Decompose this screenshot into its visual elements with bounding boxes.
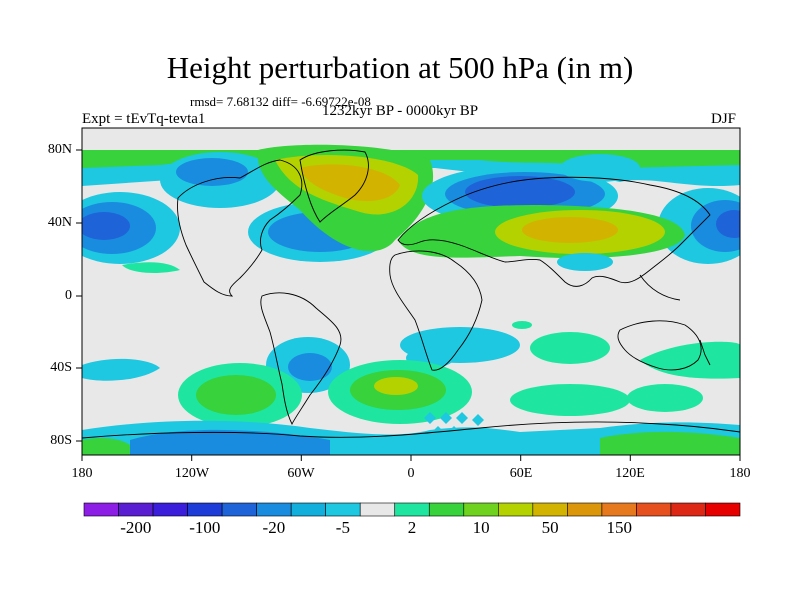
map-title: Height perturbation at 500 hPa (in m) <box>166 50 634 85</box>
period-label: 1232kyr BP - 0000kyr BP <box>322 103 479 119</box>
colorbar <box>83 502 741 517</box>
x-tick-label: 60E <box>509 466 533 481</box>
india-cyan <box>557 253 613 271</box>
y-tick-label: 0 <box>65 288 72 303</box>
eurasia-low-core <box>465 176 575 208</box>
colorbar-label: -5 <box>335 518 350 537</box>
pacific-green-patch <box>122 262 180 273</box>
x-tick-label: 180 <box>729 466 751 481</box>
x-tick-label: 120E <box>615 466 645 481</box>
south-indian-green <box>530 332 610 364</box>
y-tick-label: 80N <box>47 142 72 157</box>
colorbar-swatch <box>428 502 465 517</box>
colorbar-swatch <box>221 502 257 517</box>
colorbar-label: 150 <box>606 518 632 537</box>
greenland-high-core <box>300 164 400 202</box>
colorbar-swatch <box>187 502 223 517</box>
x-tick-label: 0 <box>407 466 415 481</box>
colorbar-swatch <box>670 502 706 517</box>
pacific-low-core <box>82 212 130 240</box>
colorbar-label: 10 <box>472 518 490 537</box>
south-atlantic-high-core <box>374 377 418 395</box>
south-indian-high <box>510 384 630 416</box>
y-tick-label: 80S <box>50 433 72 448</box>
africa-coast <box>389 250 483 371</box>
colorbar-swatch <box>463 502 499 517</box>
axis-ticks <box>76 149 741 461</box>
x-tick-label: 180 <box>71 466 93 481</box>
south-atlantic-blue <box>288 353 332 381</box>
colorbar-swatch <box>636 502 672 517</box>
colorbar-label: 50 <box>541 518 559 537</box>
colorbar-swatch <box>394 502 430 517</box>
new-zealand-coast <box>699 339 711 366</box>
y-tick-label: 40N <box>47 215 72 230</box>
rmsd-diff-stats: rmsd= 7.68132 diff= -6.69722e-08 <box>190 94 371 109</box>
colorbar-swatch <box>118 502 154 517</box>
eurasia-high-core <box>522 217 618 243</box>
colorbar-swatch <box>601 502 637 517</box>
colorbar-swatch <box>532 502 568 517</box>
antarctica-coast <box>82 421 740 439</box>
south-america-coast <box>260 292 342 426</box>
greenland-coast <box>299 149 369 223</box>
australia-coast <box>617 320 702 371</box>
map-field <box>82 128 740 455</box>
noise-diamonds <box>424 412 508 454</box>
coastlines <box>82 149 740 439</box>
colorbar-swatch <box>705 502 741 517</box>
x-tick-label: 120W <box>174 466 210 481</box>
south-polar-green-west <box>82 437 130 455</box>
colorbar-label: -200 <box>120 518 152 537</box>
colorbar-label: -20 <box>262 518 286 537</box>
colorbar-label: 2 <box>407 518 417 537</box>
season-label: DJF <box>711 111 737 127</box>
colorbar-swatch <box>325 502 361 517</box>
colorbar-swatch <box>498 502 534 517</box>
colorbar-swatch <box>83 502 119 517</box>
colorbar-swatch <box>567 502 603 517</box>
colorbar-label: -100 <box>189 518 221 537</box>
indian-ocean-patch <box>512 321 532 329</box>
arctic-blue <box>176 158 248 186</box>
australia-south-high <box>627 384 703 412</box>
north-america-coast <box>177 159 303 297</box>
south-polar-green-east <box>600 431 740 455</box>
colorbar-swatch <box>152 502 188 517</box>
siberia-cyan <box>560 154 640 182</box>
y-tick-label: 40S <box>50 360 72 375</box>
pacific-low-east-core <box>716 210 740 238</box>
south-pacific-high-core <box>196 375 276 415</box>
colorbar-swatch <box>359 502 396 517</box>
colorbar-swatch <box>290 502 326 517</box>
south-pacific-west-cyan <box>82 358 160 381</box>
eurasia-coast <box>397 176 711 287</box>
colorbar-swatch <box>256 502 292 517</box>
indonesia-coast <box>639 274 681 301</box>
x-tick-label: 60W <box>287 466 315 481</box>
south-polar-blue-west <box>130 429 330 455</box>
experiment-label: Expt = tEvTq-tevta1 <box>82 111 206 127</box>
